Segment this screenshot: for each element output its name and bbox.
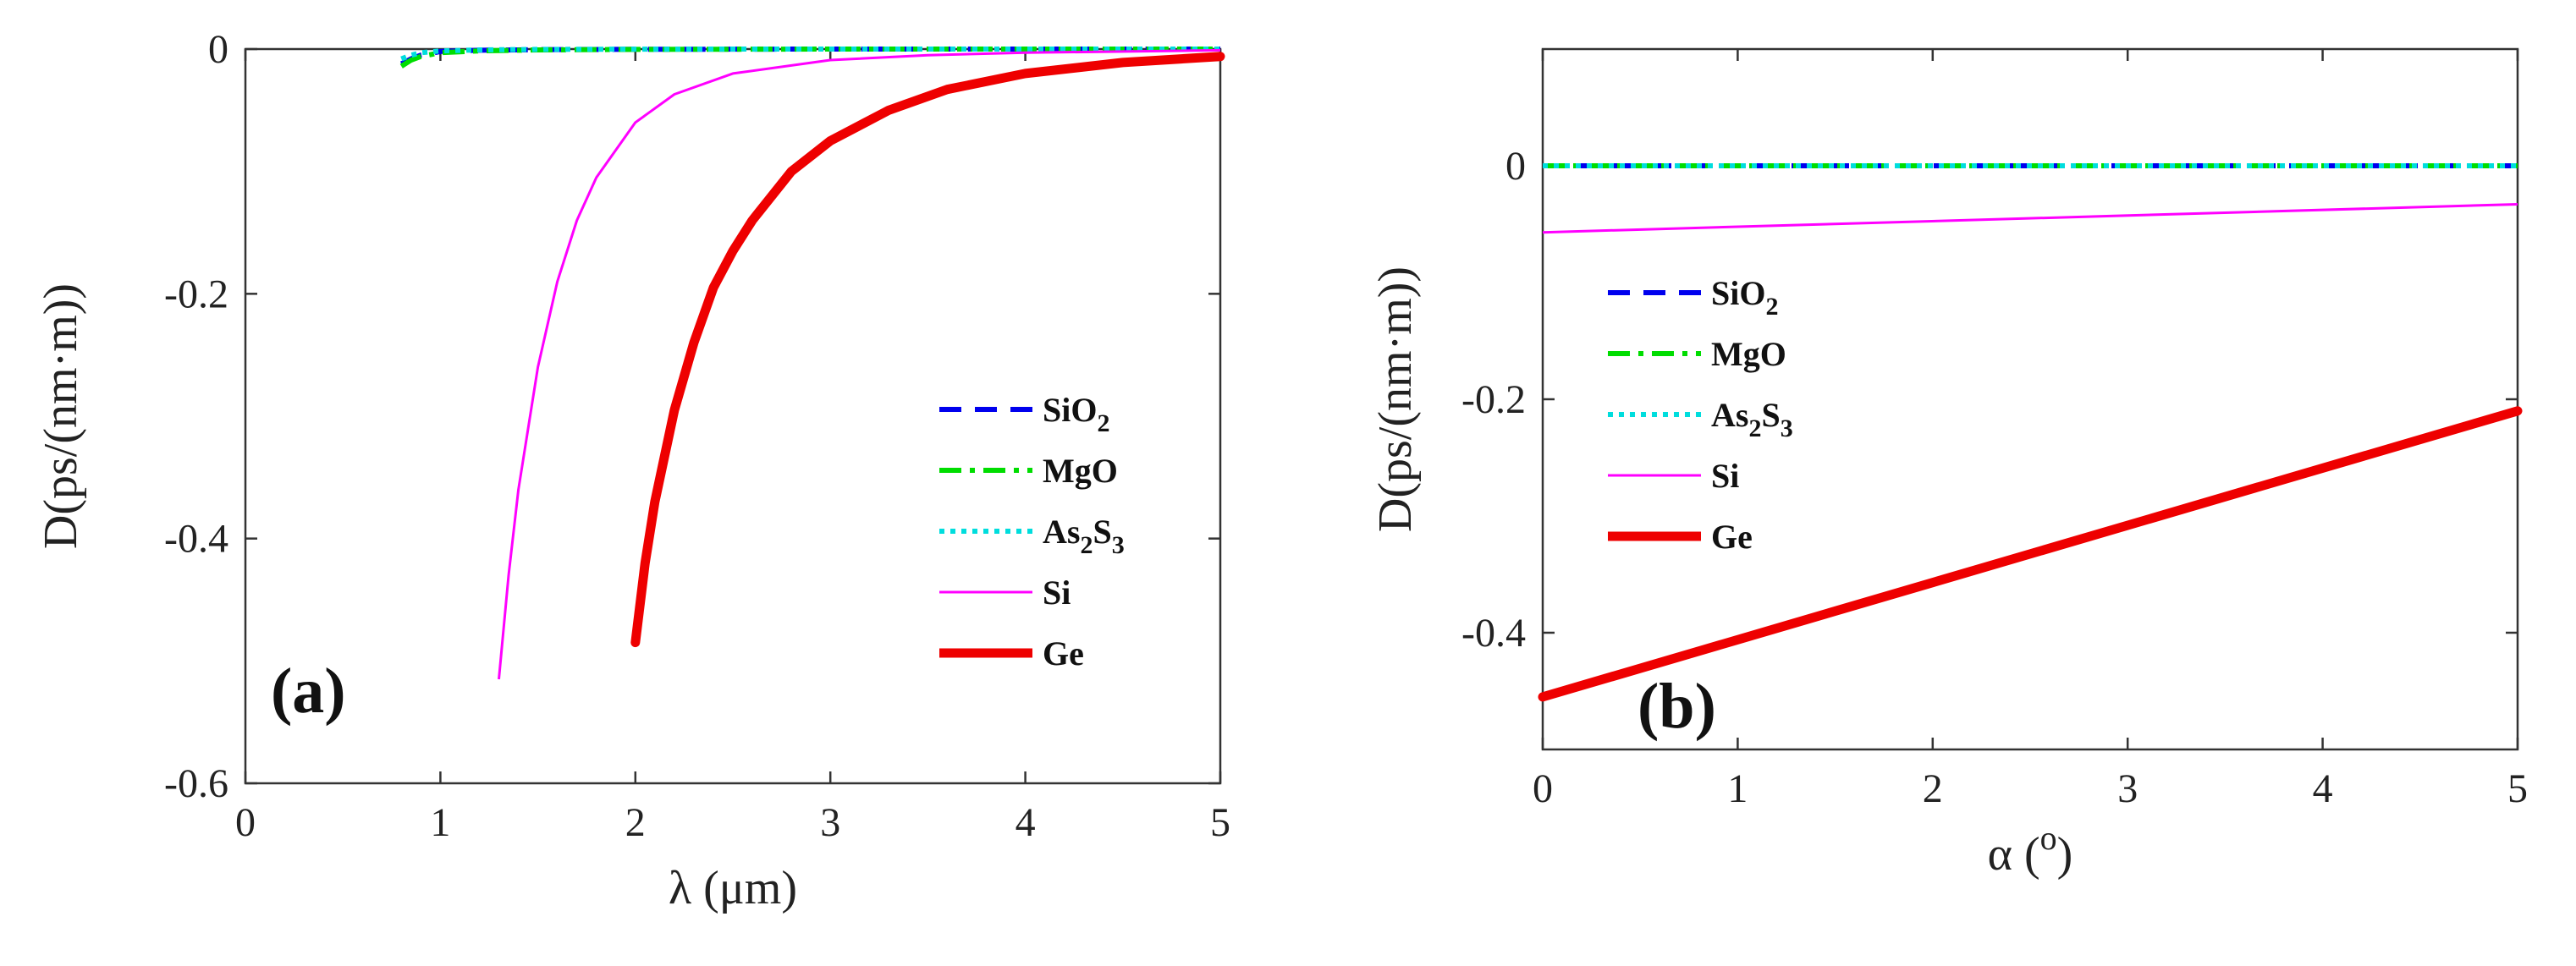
x-tick-label: 2 (1923, 766, 1943, 811)
y-tick-label: 0 (208, 27, 228, 72)
legend-label-mgo: MgO (1043, 452, 1118, 490)
legend-label-ge: Ge (1711, 518, 1753, 556)
legend-label-si: Si (1043, 574, 1071, 612)
y-tick-label: -0.4 (164, 517, 228, 562)
x-tick-label: 4 (2313, 766, 2333, 811)
series-line-si (1542, 203, 2518, 234)
legend-label-as2s3: As2S3 (1711, 396, 1793, 442)
series-line-si (498, 48, 1221, 680)
chart-panel-b: 0 1 2 3 4 5 0 -0.2 -0.4 α (o) D(ps/(nm·m)) SiO2 MgO A… (1369, 47, 2528, 881)
y-tick-label: -0.2 (164, 272, 228, 316)
y-axis-label: D(ps/(nm·m)) (35, 283, 87, 549)
x-tick-label: 4 (1016, 800, 1036, 845)
x-axis-label: α (o) (1988, 819, 2073, 881)
y-axis-label: D(ps/(nm·m)) (1369, 266, 1422, 532)
x-tick-label: 5 (1210, 800, 1230, 845)
y-tick-label: -0.2 (1461, 377, 1526, 422)
series-line-ge (630, 52, 1225, 648)
plot-area-frame (1541, 47, 2519, 751)
x-axis-label-degree: o (2040, 819, 2057, 857)
y-tick-label: 0 (1505, 144, 1526, 189)
y-tick-label: -0.4 (1461, 611, 1526, 656)
legend-label-ge: Ge (1043, 634, 1084, 672)
x-tick-label: 1 (430, 800, 450, 845)
series-line-ge (1538, 406, 2523, 702)
x-tick-label: 3 (2117, 766, 2138, 811)
legend-label-si: Si (1711, 457, 1739, 495)
legend: SiO2 MgO As2S3 Si Ge (939, 391, 1125, 672)
series-line-mgo (399, 47, 1220, 69)
chart-panel-a: 0 1 2 3 4 5 0 -0.2 -0.4 -0.6 λ (μm) D(ps/(nm·m)) SiO… (35, 27, 1230, 914)
series-line-as2s3 (400, 47, 1220, 62)
y-tick-label: -0.6 (164, 761, 228, 806)
legend-label-sio2: SiO2 (1043, 391, 1109, 437)
legend-label-mgo: MgO (1711, 335, 1786, 373)
legend-label-sio2: SiO2 (1711, 274, 1778, 321)
x-tick-label: 2 (625, 800, 646, 845)
x-tick-label: 0 (235, 800, 256, 845)
panel-label: (a) (271, 656, 346, 727)
x-axis-label: λ (μm) (669, 862, 797, 914)
x-axis-label-close: ) (2057, 828, 2073, 881)
x-tick-label: 3 (820, 800, 840, 845)
x-tick-label: 5 (2507, 766, 2528, 811)
legend-label-as2s3: As2S3 (1043, 513, 1125, 559)
legend: SiO2 MgO As2S3 Si Ge (1608, 274, 1793, 556)
panel-label: (b) (1638, 671, 1716, 742)
x-tick-label: 0 (1533, 766, 1553, 811)
x-axis-label-main: α ( (1988, 828, 2040, 881)
x-tick-label: 1 (1727, 766, 1748, 811)
